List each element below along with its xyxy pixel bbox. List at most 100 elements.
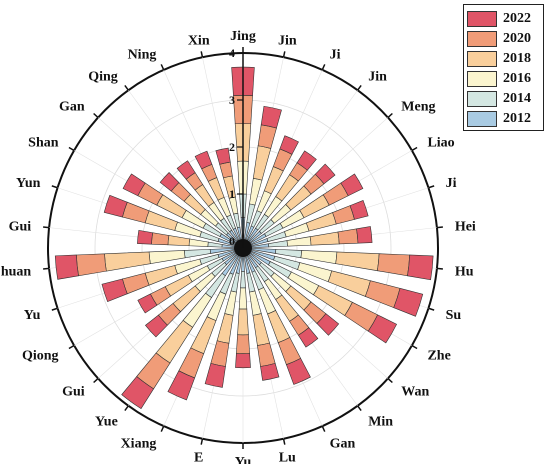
bar-segment-2020-jin — [257, 124, 277, 149]
category-label-2: Ji — [330, 47, 341, 62]
category-label-12: Min — [368, 414, 393, 429]
category-label-23: Gui — [9, 220, 32, 235]
bar-segment-2022-hu — [407, 254, 434, 281]
category-tick — [93, 377, 99, 384]
category-tick — [321, 64, 326, 71]
category-tick — [51, 307, 58, 311]
bar-segment-2014-gui — [207, 241, 223, 248]
bar-segment-2022-meng — [314, 163, 336, 185]
bar-segment-2022-min — [297, 327, 319, 348]
category-tick — [428, 307, 435, 311]
category-tick — [411, 344, 418, 350]
bar-segment-2022-wan — [316, 313, 340, 336]
category-tick — [321, 425, 326, 432]
category-label-3: Jin — [368, 70, 387, 85]
category-label-27: Qing — [88, 70, 118, 85]
bar-segment-2018-hei — [309, 231, 340, 246]
category-label-8: Hu — [455, 264, 474, 279]
radial-tick-label: 3 — [229, 93, 235, 107]
category-label-9: Su — [446, 308, 462, 323]
category-label-18: Yue — [95, 414, 118, 429]
category-label-15: Yu — [235, 455, 252, 464]
bar-segment-2018-yu — [144, 265, 178, 286]
bar-segment-2022-yue — [121, 376, 155, 410]
bar-segment-2022-e — [204, 363, 226, 388]
category-tick — [51, 185, 58, 189]
bar-segment-2016-hei — [286, 236, 312, 247]
bar-segment-2016-chuan — [148, 250, 186, 265]
bar-segment-2020-hu — [376, 253, 410, 277]
legend-swatch — [467, 91, 497, 107]
category-label-29: Xin — [188, 34, 210, 49]
bar-segment-2022-ning — [194, 150, 213, 170]
category-label-1: Jin — [278, 34, 297, 49]
category-tick — [124, 405, 129, 412]
bar-segment-2016-yu — [238, 287, 248, 310]
bar-segment-2022-gui — [137, 230, 154, 245]
category-tick — [200, 438, 204, 445]
bar-segment-2020-chuan — [76, 253, 107, 277]
category-label-4: Meng — [401, 99, 435, 114]
bar-segment-2022-zhe — [367, 314, 398, 344]
bar-segment-2016-hu — [300, 250, 338, 265]
category-tick — [387, 377, 393, 384]
bar-segment-2016-lu — [249, 290, 262, 316]
bar-segment-2018-e — [216, 313, 234, 344]
category-label-24: Yun — [16, 176, 41, 191]
legend-label: 2022 — [503, 11, 531, 26]
bar-segment-2022-jin — [260, 105, 282, 129]
legend-swatch — [467, 71, 497, 87]
category-label-20: Qiong — [22, 349, 59, 364]
radial-tick-label: 4 — [229, 46, 235, 60]
category-tick — [200, 51, 204, 58]
bar-segment-2018-lu — [252, 313, 270, 346]
bar-segment-2018-gui — [167, 235, 191, 247]
bar-segment-2022-yu — [101, 278, 128, 303]
category-label-5: Liao — [427, 136, 454, 151]
bar-segment-2018-jin — [252, 145, 272, 181]
bars — [54, 66, 434, 410]
radial-tick-label: 0 — [229, 234, 235, 248]
category-label-0: Jing — [230, 29, 256, 44]
category-label-6: Ji — [446, 176, 457, 191]
legend-swatch — [467, 51, 497, 67]
category-label-14: Lu — [279, 450, 296, 464]
legend-label: 2018 — [503, 51, 531, 66]
category-tick — [160, 425, 165, 432]
legend-label: 2014 — [503, 91, 531, 106]
legend-swatch — [467, 111, 497, 127]
bar-segment-2022-jin — [296, 150, 317, 171]
bar-segment-2020-hei — [337, 228, 359, 245]
bar-segment-2020-xin — [219, 161, 233, 179]
bar-segment-2022-gui — [145, 314, 168, 338]
bar-segment-2022-yun — [103, 194, 128, 218]
category-label-19: Gui — [62, 385, 85, 400]
category-label-7: Hei — [455, 220, 476, 235]
category-tick — [93, 112, 99, 119]
category-tick — [43, 226, 50, 229]
bar-segment-2022-xin — [215, 147, 231, 165]
category-label-11: Wan — [401, 385, 429, 400]
bar-segment-2018-chuan — [104, 251, 151, 272]
legend-label: 2012 — [503, 111, 531, 126]
bar-segment-2020-yu — [122, 272, 150, 295]
bar-segment-2020-lu — [257, 342, 276, 367]
bar-segment-2022-qing — [176, 160, 196, 180]
legend-item-2016: 2016 — [467, 70, 542, 88]
radial-axis: 0 1 2 3 4 — [43, 46, 443, 449]
bar-segment-2014-yu — [240, 271, 246, 289]
bar-segment-2018-yu — [237, 308, 249, 336]
bar-segment-2022-xiang — [167, 370, 196, 401]
category-label-16: E — [194, 450, 203, 464]
category-tick — [357, 405, 362, 412]
category-label-10: Zhe — [427, 349, 450, 364]
legend-swatch — [467, 11, 497, 27]
bar-segment-2022-ji — [279, 135, 299, 155]
legend-label: 2016 — [503, 71, 531, 86]
bar-segment-2022-hei — [356, 226, 373, 244]
legend-label: 2020 — [503, 31, 531, 46]
bar-segment-2012-yu — [241, 254, 245, 272]
category-tick — [282, 51, 286, 58]
category-tick — [43, 267, 50, 270]
